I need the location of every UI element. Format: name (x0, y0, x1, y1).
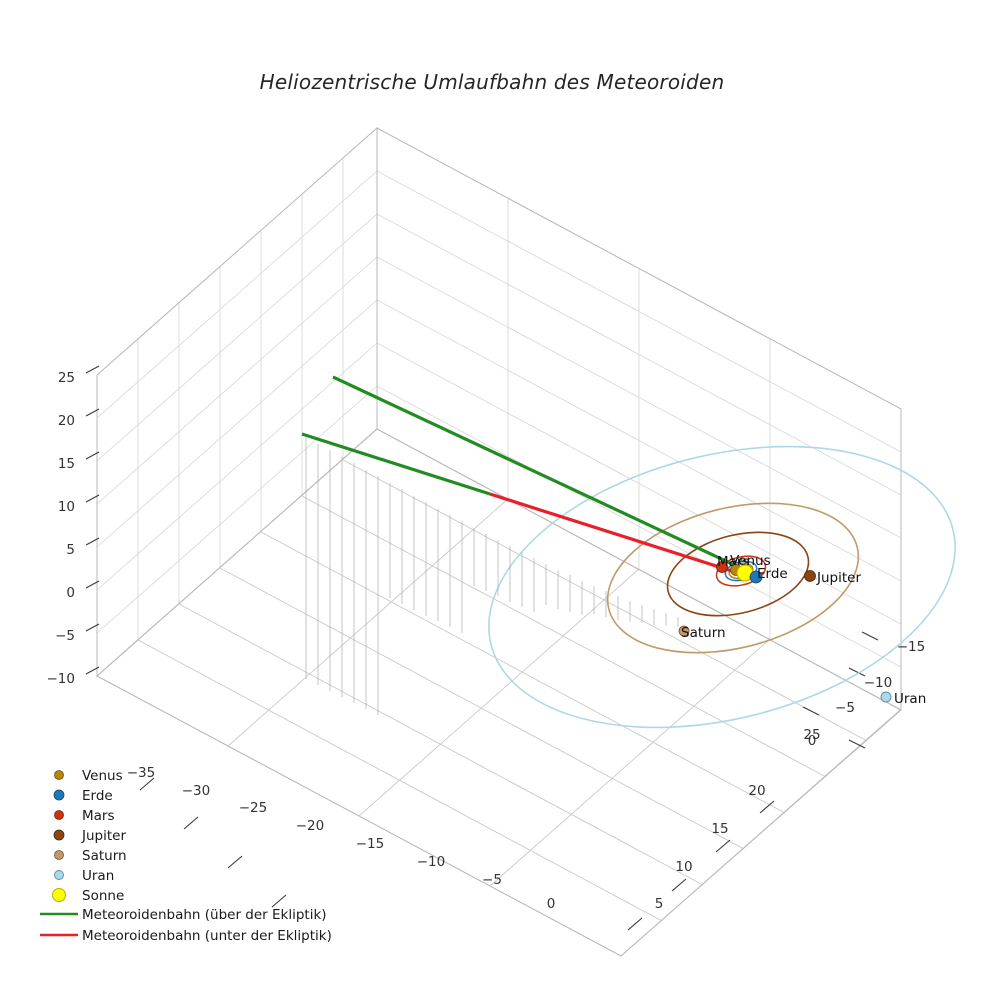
legend-label-mars: Mars (82, 808, 115, 824)
legend-marker-erde (53, 789, 65, 801)
legend-label-uran: Uran (82, 868, 114, 884)
x-tick-label: 10 (675, 859, 692, 875)
legend-label-venus: Venus (82, 768, 123, 784)
z-tick-label: 10 (58, 499, 75, 515)
label-jupiter: Jupiter (816, 570, 861, 586)
z-tick-label: 25 (58, 370, 75, 386)
marker-saturn[interactable] (678, 625, 690, 637)
y-tick-label: −15 (897, 639, 926, 655)
orbit-ellipses (488, 445, 956, 729)
trajectory-red (489, 492, 736, 574)
legend-label-saturn: Saturn (82, 848, 127, 864)
legend-marker-saturn (54, 850, 64, 860)
legend: Venus Erde Mars Jupiter Saturn Uran Sonn… (40, 768, 332, 944)
z-tick-label: 0 (66, 585, 75, 601)
x-axis-ticks: −35 −30 −25 −20 −15 −10 −5 0 5 10 15 20 … (127, 727, 821, 931)
label-erde: Erde (757, 566, 788, 582)
x-tick-label: −15 (356, 836, 385, 852)
legend-marker-uran (54, 870, 64, 880)
label-uran: Uran (894, 691, 926, 707)
legend-marker-mars (54, 810, 64, 820)
x-tick-label: −30 (182, 783, 211, 799)
y-tick-label: −10 (864, 675, 893, 691)
legend-label-jupiter: Jupiter (81, 828, 126, 844)
z-tick-label: 5 (66, 542, 75, 558)
z-tick-label: −5 (55, 628, 75, 644)
legend-marker-sonne (52, 888, 66, 902)
label-venus: Venus (730, 553, 771, 569)
z-tick-label: 15 (58, 456, 75, 472)
x-tick-label: −35 (127, 765, 156, 781)
legend-marker-venus (54, 770, 64, 780)
marker-jupiter[interactable] (804, 570, 816, 582)
trajectory-drop-lines (305, 437, 679, 715)
trajectory-green-lower (301, 432, 491, 496)
y-tick-label: −5 (835, 700, 855, 716)
planet-markers: Saturn Jupiter Uran Mars Venus Erde (678, 553, 926, 707)
x-tick-label: −5 (482, 872, 502, 888)
orbit-uran (488, 445, 956, 729)
orbit-saturn (606, 502, 860, 654)
x-tick-label: 0 (547, 896, 556, 912)
meteoroid-trajectory (301, 375, 746, 574)
legend-label-sonne: Sonne (82, 888, 124, 904)
legend-marker-jupiter (53, 829, 65, 841)
trajectory-green-upper (332, 375, 746, 572)
orbit-mars (715, 555, 767, 587)
x-tick-label: −25 (239, 800, 268, 816)
pane-back-left (96, 126, 378, 678)
y-tick-label: 0 (808, 733, 817, 749)
legend-label-erde: Erde (82, 788, 113, 804)
page-title: Heliozentrische Umlaufbahn des Meteoroid… (259, 70, 725, 94)
label-saturn: Saturn (681, 625, 726, 641)
x-tick-label: −20 (296, 818, 325, 834)
marker-mars[interactable] (716, 561, 728, 573)
legend-label-bahn-unter: Meteoroidenbahn (unter der Ekliptik) (82, 928, 332, 944)
pane-back-right (376, 127, 902, 711)
pane-floor (96, 428, 902, 957)
z-tick-label: −10 (47, 671, 76, 687)
y-axis-ticks: −15 −10 −5 0 (802, 631, 926, 749)
x-tick-label: 5 (655, 896, 664, 912)
x-tick-label: 15 (711, 821, 728, 837)
x-tick-label: 25 (803, 727, 820, 743)
z-axis-ticks: 25 20 15 10 5 0 −5 −10 (47, 365, 100, 687)
orbit-jupiter (666, 531, 810, 617)
marker-uran[interactable] (880, 691, 892, 703)
z-tick-label: 20 (58, 413, 75, 429)
x-tick-label: −10 (417, 854, 446, 870)
legend-label-bahn-ueber: Meteoroidenbahn (über der Ekliptik) (82, 907, 327, 923)
x-tick-label: 20 (748, 783, 765, 799)
marker-erde[interactable] (749, 570, 763, 584)
